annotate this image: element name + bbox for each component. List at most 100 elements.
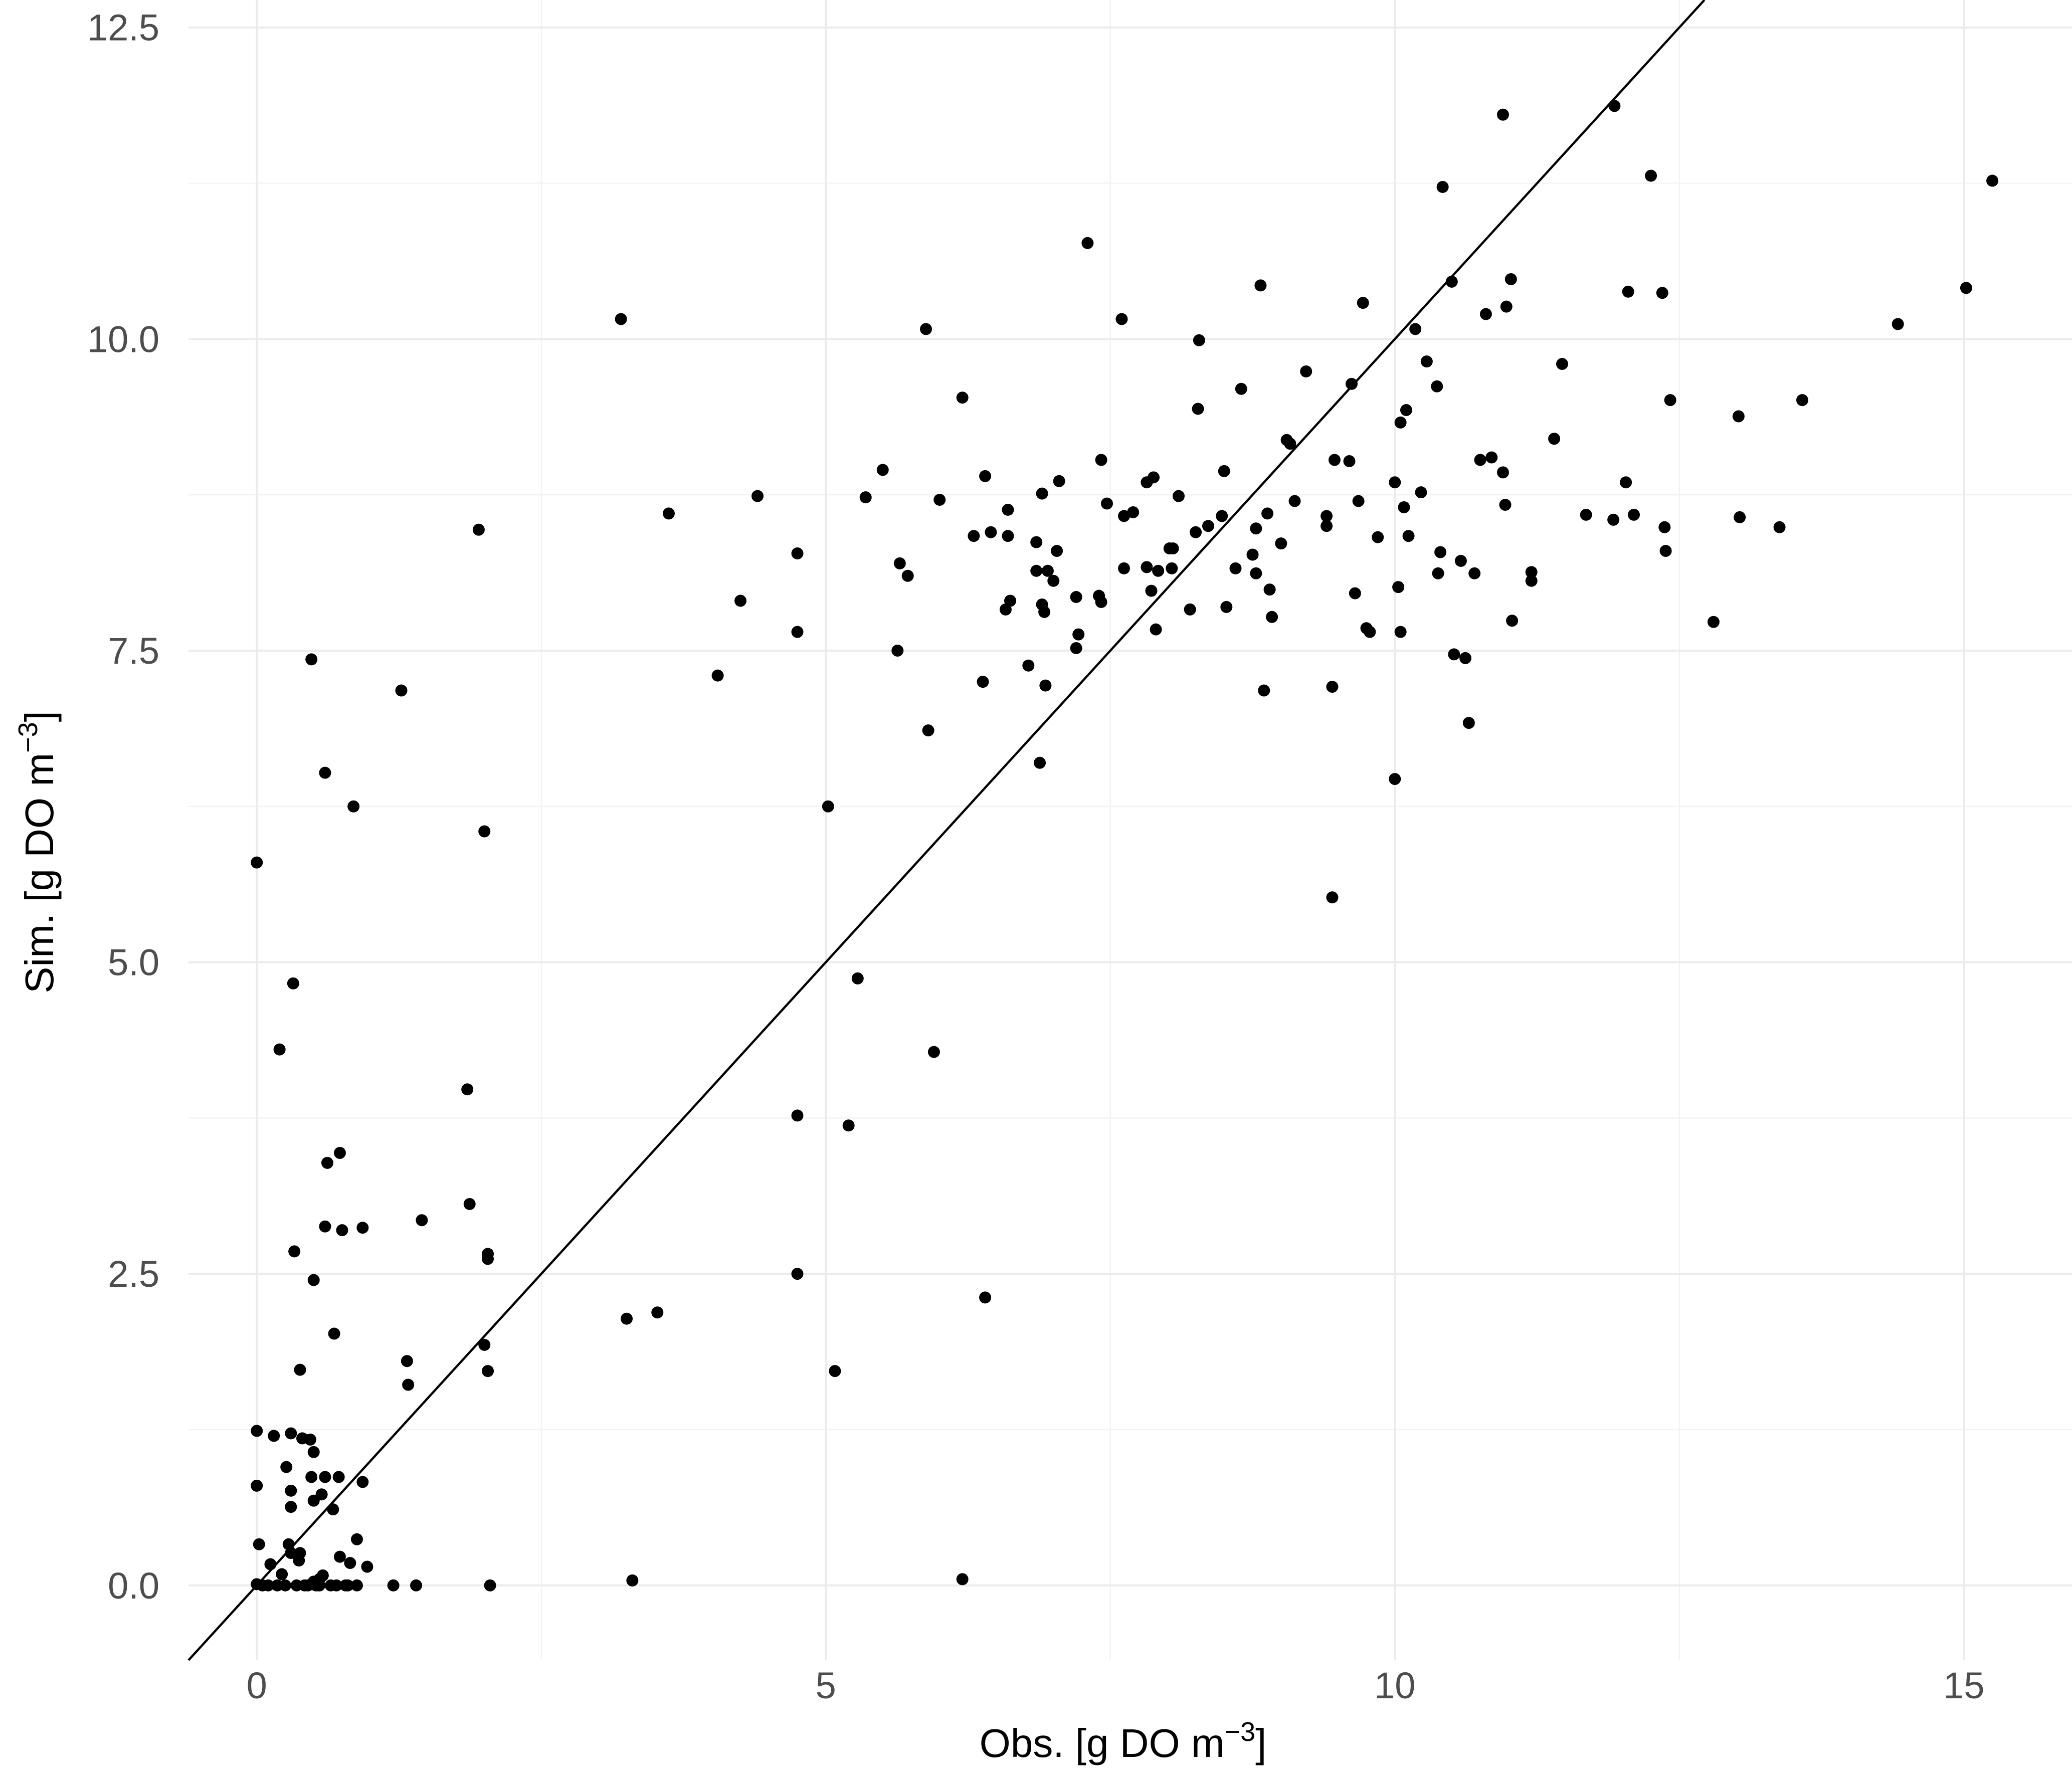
data-point [1402, 530, 1415, 542]
x-tick-label: 0 [247, 1665, 267, 1706]
data-point [1261, 507, 1274, 520]
data-point [472, 523, 485, 536]
data-point [979, 1291, 992, 1304]
data-point [1468, 567, 1481, 579]
data-point [927, 1046, 940, 1058]
data-point [1479, 308, 1492, 320]
y-axis-tick-labels: 0.0 2.5 5.0 7.5 10.0 12.5 [87, 7, 159, 1607]
data-point [461, 1083, 474, 1096]
data-point [1462, 717, 1475, 729]
data-point [356, 1476, 369, 1488]
data-point [276, 1568, 288, 1581]
data-point [395, 684, 408, 697]
data-point [1372, 531, 1384, 543]
data-point [285, 1484, 297, 1497]
data-point [319, 1471, 331, 1483]
data-point [1038, 606, 1051, 618]
data-point [1398, 501, 1410, 513]
data-point [1499, 499, 1512, 511]
data-point [1454, 554, 1467, 567]
data-point [1072, 628, 1085, 641]
data-point [1352, 495, 1365, 507]
data-point [285, 1547, 297, 1559]
data-point [350, 1533, 363, 1545]
data-point [1658, 521, 1671, 533]
data-point [822, 800, 834, 813]
data-point [1022, 659, 1035, 672]
data-point [615, 313, 627, 325]
data-point [1431, 380, 1443, 392]
data-point [979, 470, 992, 482]
data-point [482, 1365, 494, 1377]
data-point [1258, 684, 1270, 697]
data-point [1496, 466, 1509, 479]
data-point [304, 1433, 316, 1446]
data-point [1420, 355, 1433, 368]
data-point [1326, 891, 1339, 904]
data-point [288, 1245, 301, 1258]
data-point [1275, 537, 1287, 550]
data-point [1192, 403, 1204, 415]
data-point [1263, 583, 1276, 596]
data-point [1100, 497, 1113, 510]
data-point [1392, 581, 1405, 594]
data-point [751, 490, 764, 502]
data-point [1608, 100, 1621, 112]
data-point [1193, 334, 1205, 346]
data-point [1445, 275, 1458, 288]
data-point [1485, 451, 1498, 464]
data-point [1432, 567, 1444, 579]
data-point [842, 1119, 855, 1132]
data-point [1216, 510, 1228, 522]
data-point [1394, 416, 1407, 429]
data-point [1218, 465, 1230, 477]
data-point [1229, 562, 1242, 574]
data-point [1357, 297, 1369, 309]
data-point [1328, 454, 1341, 466]
data-point [319, 1220, 331, 1233]
y-tick-label: 5.0 [108, 942, 159, 983]
data-point [791, 1268, 804, 1280]
data-point [734, 595, 746, 607]
data-point [1141, 561, 1153, 573]
data-point [1620, 476, 1632, 489]
data-point [1039, 679, 1052, 692]
data-point [956, 391, 969, 404]
data-point [328, 1327, 340, 1340]
data-point [416, 1214, 428, 1227]
data-point [977, 676, 989, 688]
data-point [920, 323, 932, 335]
data-point [1321, 520, 1333, 532]
data-point [1732, 410, 1745, 423]
data-point [791, 547, 804, 559]
data-point [1415, 486, 1427, 499]
data-point [893, 557, 906, 569]
data-point [1184, 603, 1196, 616]
data-point [1034, 756, 1046, 769]
data-point [273, 1043, 286, 1056]
data-point [1036, 487, 1048, 500]
data-point [1326, 681, 1339, 693]
data-point [1548, 433, 1561, 445]
data-point [1628, 508, 1640, 521]
data-point [1525, 566, 1538, 578]
data-point [482, 1253, 494, 1265]
data-point [305, 653, 318, 666]
data-point [1349, 587, 1361, 600]
data-point [1389, 773, 1401, 785]
data-point [1343, 455, 1356, 467]
data-point [1659, 545, 1672, 557]
x-axis-title: Obs. [g DO m−3] [980, 1717, 1267, 1765]
data-point [1152, 564, 1165, 577]
data-point [1346, 377, 1358, 390]
x-tick-label: 15 [1943, 1665, 1984, 1706]
data-point [933, 494, 946, 506]
minor-gridlines [189, 0, 2072, 1660]
data-point [307, 1446, 320, 1458]
major-gridlines [189, 0, 2072, 1660]
data-point [1002, 530, 1014, 542]
data-point [285, 1501, 297, 1513]
data-point [1504, 273, 1517, 285]
data-point [463, 1198, 476, 1210]
one-to-one-line [187, 0, 1706, 1661]
